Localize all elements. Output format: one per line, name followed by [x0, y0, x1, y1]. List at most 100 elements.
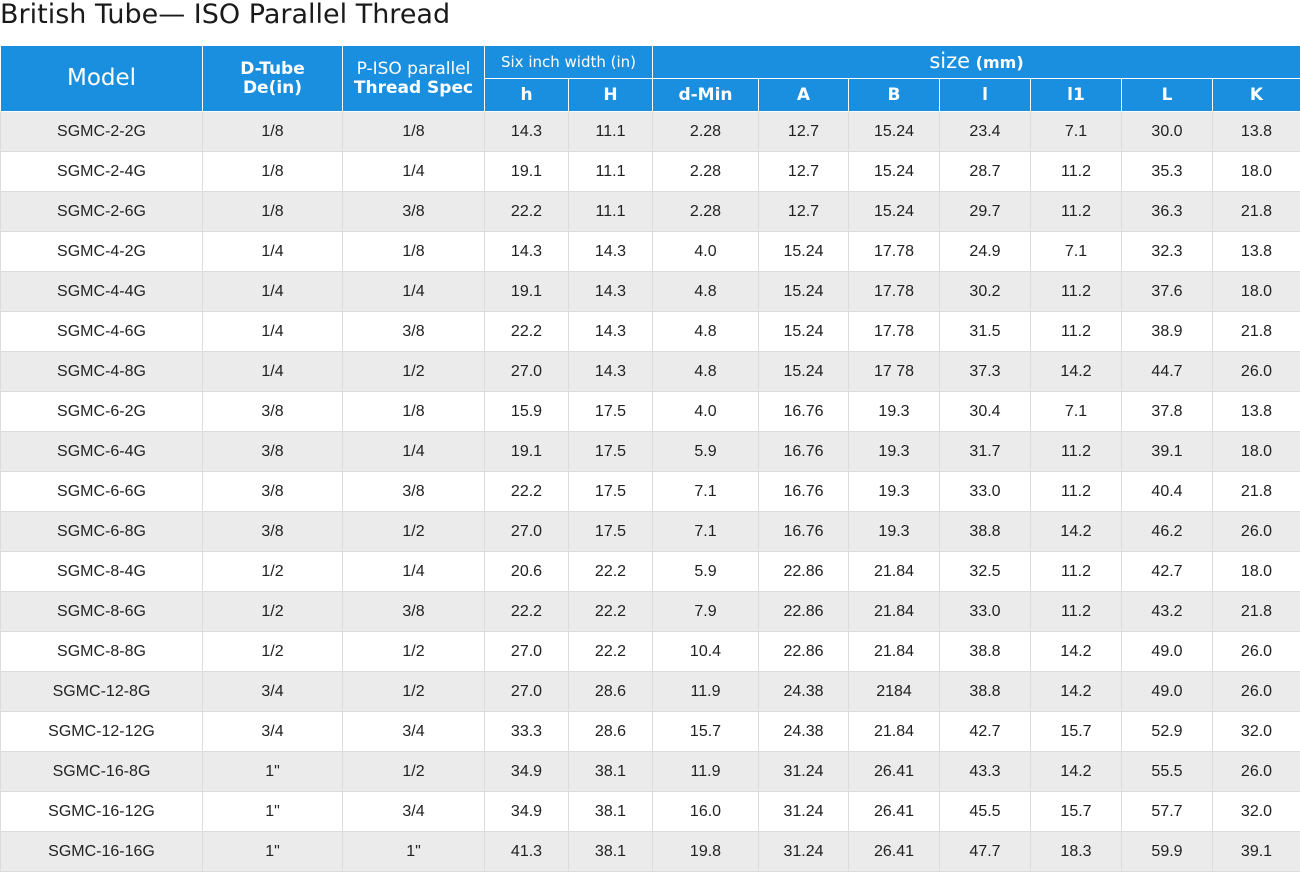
- cell-model: SGMC-4-4G: [0, 271, 203, 312]
- cell-model: SGMC-16-8G: [0, 751, 203, 792]
- table-row: SGMC-2-4G 1/8 1/4 19.1 11.1 2.28 12.7 15.24 28.7…: [0, 151, 1300, 192]
- cell-l: 30.2: [939, 271, 1031, 312]
- cell-dtube: 1/2: [202, 551, 343, 592]
- cell-k: 26.0: [1212, 351, 1300, 392]
- cell-piso: 1/2: [342, 751, 485, 792]
- table-row: SGMC-8-6G 1/2 3/8 22.2 22.2 7.9 22.86 21.84 33.0…: [0, 591, 1300, 632]
- cell-H: 14.3: [568, 231, 653, 272]
- cell-k: 18.0: [1212, 151, 1300, 192]
- cell-H: 22.2: [568, 551, 653, 592]
- cell-k: 26.0: [1212, 671, 1300, 712]
- table-row: SGMC-6-2G 3/8 1/8 15.9 17.5 4.0 16.76 19.3 30.4 7…: [0, 391, 1300, 432]
- cell-piso: 1/8: [342, 231, 485, 272]
- cell-a: 16.76: [758, 511, 849, 552]
- cell-l1: 15.7: [1030, 791, 1122, 832]
- header-l-large: L: [1121, 78, 1213, 112]
- cell-l1: 18.3: [1030, 831, 1122, 872]
- header-piso: P-ISO parallel Thread Spec: [342, 45, 485, 112]
- cell-b: 17.78: [848, 231, 940, 272]
- cell-L: 55.5: [1121, 751, 1213, 792]
- cell-model: SGMC-16-16G: [0, 831, 203, 872]
- cell-model: SGMC-8-4G: [0, 551, 203, 592]
- cell-k: 26.0: [1212, 511, 1300, 552]
- cell-d-min: 7.1: [652, 471, 759, 512]
- cell-d-min: 2.28: [652, 111, 759, 152]
- cell-l: 33.0: [939, 471, 1031, 512]
- cell-piso: 1/4: [342, 271, 485, 312]
- header-b: B: [848, 78, 940, 112]
- cell-L: 52.9: [1121, 711, 1213, 752]
- header-piso-line2: Thread Spec: [353, 77, 474, 98]
- cell-piso: 1/2: [342, 351, 485, 392]
- cell-d-min: 16.0: [652, 791, 759, 832]
- table-header: Model D-Tube De(in) P-ISO parallel Threa…: [0, 45, 1300, 112]
- cell-piso: 3/8: [342, 191, 485, 232]
- cell-h: 27.0: [484, 631, 569, 672]
- cell-k: 32.0: [1212, 791, 1300, 832]
- cell-l1: 14.2: [1030, 511, 1122, 552]
- cell-a: 12.7: [758, 111, 849, 152]
- cell-h: 34.9: [484, 791, 569, 832]
- cell-l1: 11.2: [1030, 191, 1122, 232]
- cell-piso: 3/8: [342, 311, 485, 352]
- cell-d-min: 7.9: [652, 591, 759, 632]
- table-row: SGMC-4-2G 1/4 1/8 14.3 14.3 4.0 15.24 17.78 24.9…: [0, 231, 1300, 272]
- cell-dtube: 3/4: [202, 671, 343, 712]
- cell-l: 38.8: [939, 511, 1031, 552]
- cell-h: 27.0: [484, 511, 569, 552]
- cell-b: 17.78: [848, 311, 940, 352]
- cell-b: 26.41: [848, 751, 940, 792]
- spec-table: Model D-Tube De(in) P-ISO parallel Threa…: [0, 45, 1300, 872]
- table-row: SGMC-4-4G 1/4 1/4 19.1 14.3 4.8 15.24 17.78 30.2…: [0, 271, 1300, 312]
- cell-d-min: 10.4: [652, 631, 759, 672]
- cell-k: 18.0: [1212, 431, 1300, 472]
- cell-l1: 14.2: [1030, 351, 1122, 392]
- cell-dtube: 3/8: [202, 471, 343, 512]
- cell-model: SGMC-2-4G: [0, 151, 203, 192]
- cell-l: 23.4: [939, 111, 1031, 152]
- header-a: A: [758, 78, 849, 112]
- cell-k: 32.0: [1212, 711, 1300, 752]
- header-l-small: l: [939, 78, 1031, 112]
- cell-h: 19.1: [484, 271, 569, 312]
- cell-d-min: 19.8: [652, 831, 759, 872]
- cell-L: 46.2: [1121, 511, 1213, 552]
- cell-d-min: 7.1: [652, 511, 759, 552]
- cell-dtube: 1": [202, 831, 343, 872]
- cell-H: 38.1: [568, 791, 653, 832]
- table-row: SGMC-16-16G 1" 1" 41.3 38.1 19.8 31.24 26.41 47.…: [0, 831, 1300, 872]
- cell-l: 42.7: [939, 711, 1031, 752]
- cell-model: SGMC-4-8G: [0, 351, 203, 392]
- cell-h: 27.0: [484, 671, 569, 712]
- cell-L: 35.3: [1121, 151, 1213, 192]
- header-model: Model: [0, 45, 203, 112]
- cell-l: 47.7: [939, 831, 1031, 872]
- cell-l1: 15.7: [1030, 711, 1122, 752]
- cell-h: 19.1: [484, 431, 569, 472]
- cell-l1: 11.2: [1030, 311, 1122, 352]
- cell-H: 22.2: [568, 591, 653, 632]
- cell-l1: 14.2: [1030, 631, 1122, 672]
- header-size: size (mm): [652, 45, 1300, 79]
- cell-piso: 1/8: [342, 391, 485, 432]
- cell-model: SGMC-12-12G: [0, 711, 203, 752]
- cell-h: 15.9: [484, 391, 569, 432]
- cell-l1: 7.1: [1030, 111, 1122, 152]
- cell-k: 18.0: [1212, 271, 1300, 312]
- cell-dtube: 3/8: [202, 431, 343, 472]
- cell-k: 39.1: [1212, 831, 1300, 872]
- cell-d-min: 2.28: [652, 151, 759, 192]
- cell-H: 17.5: [568, 431, 653, 472]
- cell-a: 15.24: [758, 311, 849, 352]
- cell-d-min: 11.9: [652, 751, 759, 792]
- cell-k: 18.0: [1212, 551, 1300, 592]
- header-size-label: size: [929, 49, 971, 74]
- cell-l1: 11.2: [1030, 591, 1122, 632]
- cell-L: 59.9: [1121, 831, 1213, 872]
- cell-a: 12.7: [758, 191, 849, 232]
- cell-l: 31.7: [939, 431, 1031, 472]
- table-row: SGMC-6-4G 3/8 1/4 19.1 17.5 5.9 16.76 19.3 31.7 1…: [0, 431, 1300, 472]
- cell-k: 13.8: [1212, 231, 1300, 272]
- cell-b: 21.84: [848, 711, 940, 752]
- cell-l1: 11.2: [1030, 151, 1122, 192]
